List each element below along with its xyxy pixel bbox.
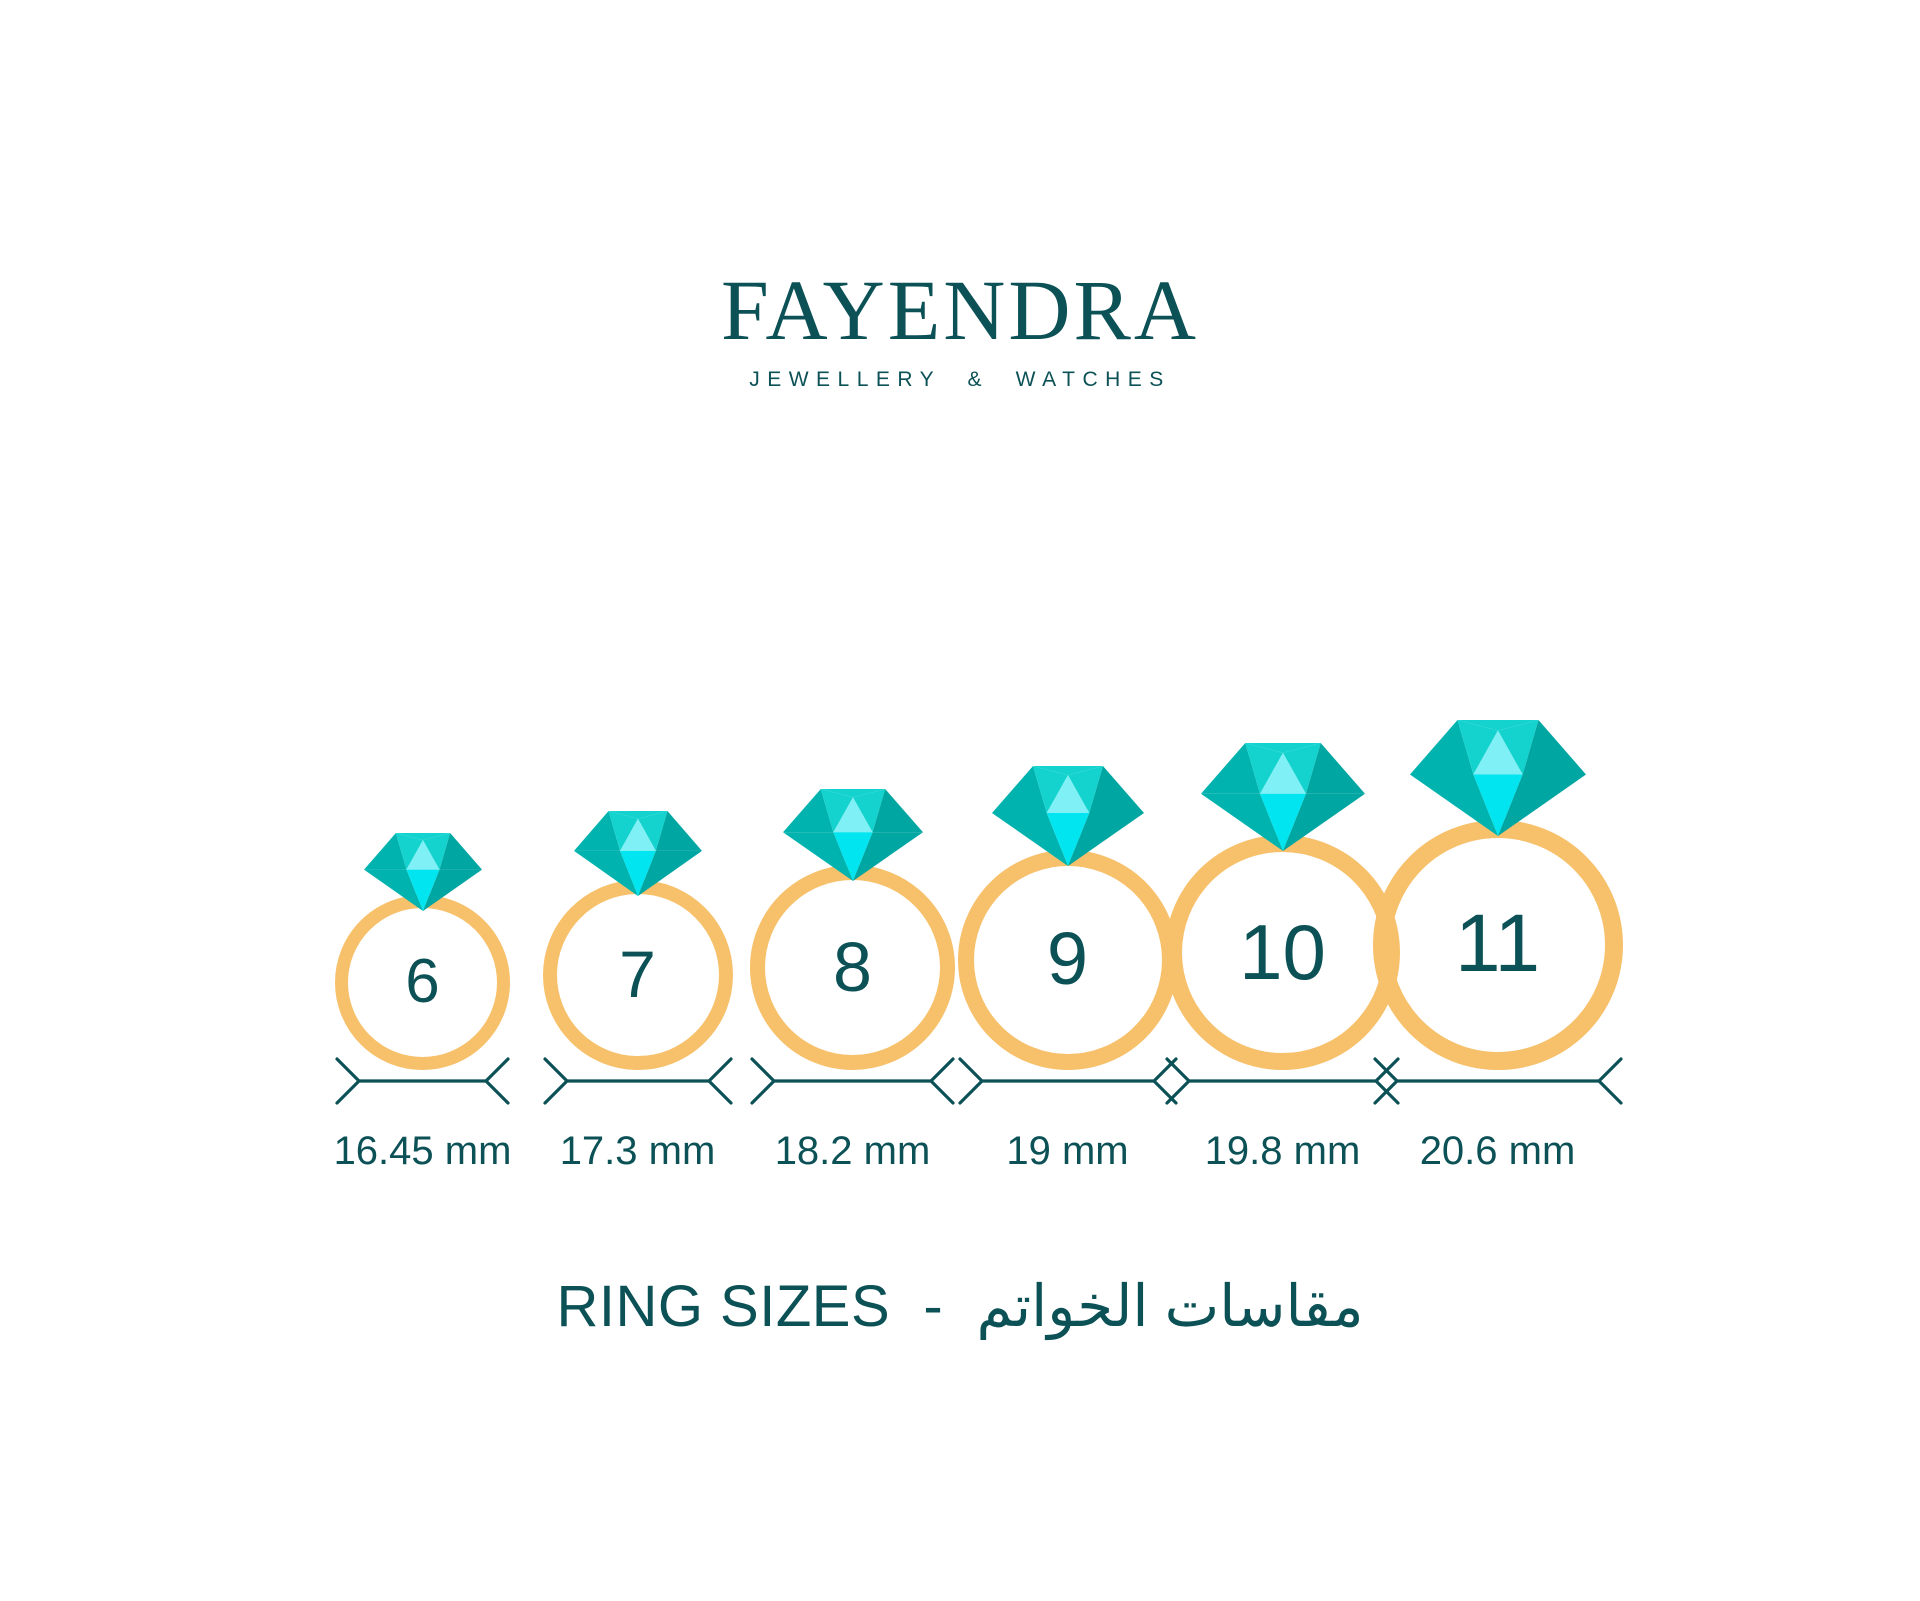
ring-band: 9: [957, 850, 1178, 1070]
diamond-gem-svg: [363, 833, 482, 911]
brand-header: FAYENDRA JEWELLERY & WATCHES: [0, 262, 1920, 392]
dimension-label: 19.8 mm: [1204, 1129, 1361, 1173]
ring-size-number: 7: [619, 937, 656, 1011]
ring-size-11[interactable]: 11: [1372, 720, 1623, 1070]
ring-size-8[interactable]: 8: [745, 789, 960, 1070]
diamond-gem-svg: [782, 789, 923, 881]
dimension-arrow: [957, 1055, 1178, 1107]
diamond-gem-svg: [1409, 720, 1586, 836]
dimension-arrow: [542, 1055, 733, 1107]
ring-band: 11: [1372, 820, 1623, 1070]
dimension-cell-9: 19 mm: [957, 1055, 1178, 1174]
ring-size-number: 8: [833, 927, 872, 1006]
diamond-icon: [991, 766, 1144, 866]
diamond-icon: [782, 789, 923, 881]
dimension-arrow-svg: [1165, 1057, 1400, 1105]
brand-name: FAYENDRA: [721, 262, 1199, 358]
dimension-arrow-svg: [957, 1057, 1178, 1105]
ring-band: 10: [1165, 835, 1400, 1070]
ring-size-number: 10: [1239, 907, 1326, 996]
ring-size-number: 6: [405, 946, 440, 1016]
dimension-cell-8: 18.2 mm: [745, 1055, 960, 1174]
chart-title-ar: مقاسات الخواتم: [976, 1274, 1364, 1339]
ring-band-wrap: 9: [957, 850, 1178, 1070]
ring-size-10[interactable]: 10: [1165, 743, 1400, 1070]
dimension-cell-10: 19.8 mm: [1165, 1055, 1400, 1174]
dimension-label: 19 mm: [1006, 1129, 1129, 1173]
ring-size-7[interactable]: 7: [530, 811, 745, 1070]
dimension-arrow-svg: [750, 1057, 955, 1105]
dimension-row: 16.45 mm 17.3 mm 18.2 mm 19 mm 19.8 mm 2…: [0, 1055, 1920, 1174]
ring-band-wrap: 11: [1372, 820, 1623, 1070]
diamond-gem-svg: [1200, 743, 1365, 851]
ring-band: 7: [542, 880, 733, 1070]
ring-band: 6: [335, 895, 510, 1070]
dimension-label: 16.45 mm: [333, 1129, 512, 1173]
dimension-label: 20.6 mm: [1419, 1129, 1576, 1173]
dimension-arrow: [1165, 1055, 1400, 1107]
dimension-arrow: [1372, 1055, 1623, 1107]
brand-tagline: JEWELLERY & WATCHES: [749, 368, 1171, 392]
diamond-gem-svg: [991, 766, 1144, 866]
dimension-arrow: [750, 1055, 955, 1107]
ring-size-number: 9: [1046, 917, 1089, 1000]
dimension-arrow-svg: [1372, 1057, 1623, 1105]
ring-band-wrap: 8: [750, 865, 955, 1070]
dimension-label: 17.3 mm: [559, 1129, 716, 1173]
chart-title: RING SIZES - مقاسات الخواتم: [0, 1272, 1920, 1340]
ring-band-wrap: 6: [335, 895, 510, 1070]
dimension-arrow-svg: [335, 1057, 510, 1105]
ring-band-wrap: 10: [1165, 835, 1400, 1070]
diamond-icon: [1200, 743, 1365, 851]
ring-size-6[interactable]: 6: [315, 833, 530, 1070]
ring-band-wrap: 7: [542, 880, 733, 1070]
diamond-gem-svg: [573, 811, 702, 896]
dimension-cell-7: 17.3 mm: [530, 1055, 745, 1174]
dimension-label: 18.2 mm: [774, 1129, 931, 1173]
ring-size-number: 11: [1454, 898, 1541, 989]
dimension-cell-6: 16.45 mm: [315, 1055, 530, 1174]
ring-band: 8: [750, 865, 955, 1070]
chart-title-en: RING SIZES: [556, 1274, 891, 1339]
dimension-arrow: [335, 1055, 510, 1107]
diamond-icon: [363, 833, 482, 911]
diamond-icon: [573, 811, 702, 896]
diamond-icon: [1409, 720, 1586, 836]
chart-title-separator: -: [890, 1274, 977, 1339]
dimension-cell-11: 20.6 mm: [1372, 1055, 1623, 1174]
ring-size-row: 6 7 8 9 10 11: [0, 590, 1920, 1070]
dimension-arrow-svg: [542, 1057, 733, 1105]
ring-size-9[interactable]: 9: [957, 766, 1178, 1070]
